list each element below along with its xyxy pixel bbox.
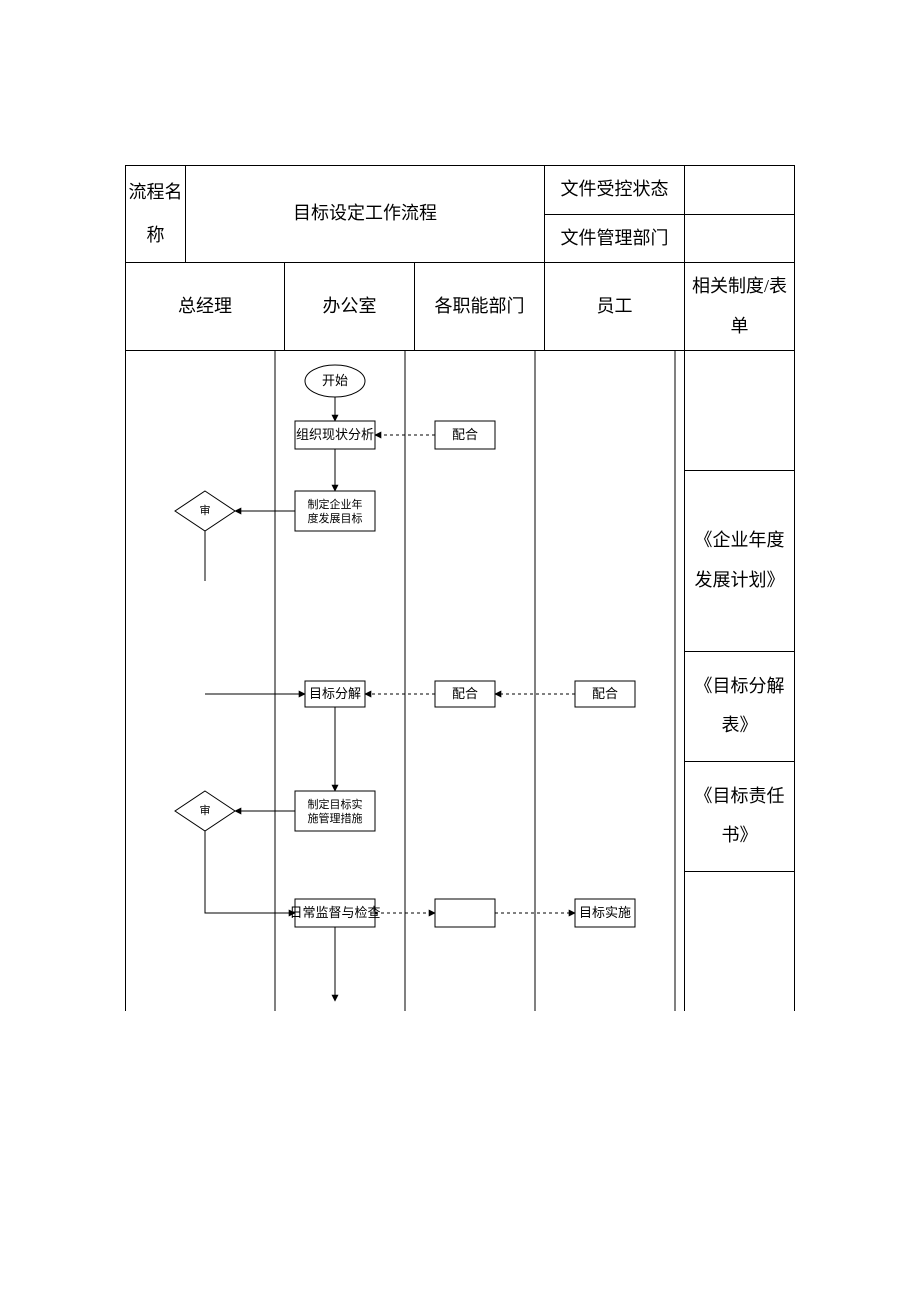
header-title-cell: 目标设定工作流程 (186, 166, 545, 263)
side-r4: 《目标责任书》 (685, 761, 795, 871)
svg-text:目标实施: 目标实施 (579, 905, 631, 920)
layout-table: 流程名称 目标设定工作流程 文件受控状态 文件管理部门 总经理 办公室 各职能部… (125, 165, 795, 1011)
svg-text:度发展目标: 度发展目标 (308, 511, 363, 525)
svg-text:配合: 配合 (452, 427, 478, 442)
flow-row: 开始组织现状分析配合制定企业年度发展目标审目标分解配合配合制定目标实施管理措施审… (126, 351, 795, 471)
page: 流程名称 目标设定工作流程 文件受控状态 文件管理部门 总经理 办公室 各职能部… (125, 165, 795, 1011)
svg-text:审: 审 (200, 803, 211, 817)
svg-text:目标分解: 目标分解 (309, 686, 361, 701)
flow-area: 开始组织现状分析配合制定企业年度发展目标审目标分解配合配合制定目标实施管理措施审… (126, 351, 684, 1011)
svg-text:组织现状分析: 组织现状分析 (296, 427, 374, 442)
lane-col4: 员工 (545, 263, 685, 351)
lane-col5: 相关制度/表单 (685, 263, 795, 351)
svg-text:制定企业年: 制定企业年 (308, 497, 363, 511)
lane-col1: 总经理 (126, 263, 285, 351)
side-r1 (685, 351, 795, 471)
svg-text:开始: 开始 (322, 373, 348, 388)
header-right1-value (685, 166, 795, 215)
flow-cell: 开始组织现状分析配合制定企业年度发展目标审目标分解配合配合制定目标实施管理措施审… (126, 351, 685, 1012)
lane-col2: 办公室 (285, 263, 415, 351)
lane-col3: 各职能部门 (415, 263, 545, 351)
lane-header-row: 总经理 办公室 各职能部门 员工 相关制度/表单 (126, 263, 795, 351)
svg-text:审: 审 (200, 503, 211, 517)
header-right2-value (685, 214, 795, 263)
side-r3: 《目标分解表》 (685, 651, 795, 761)
svg-text:配合: 配合 (452, 686, 478, 701)
svg-text:配合: 配合 (592, 686, 618, 701)
header-right1-label: 文件受控状态 (545, 166, 685, 215)
svg-text:施管理措施: 施管理措施 (308, 811, 363, 825)
row-label-text: 流程名称 (128, 171, 183, 257)
header-right2-label: 文件管理部门 (545, 214, 685, 263)
header-row-label: 流程名称 (126, 166, 186, 263)
svg-text:制定目标实: 制定目标实 (308, 797, 363, 811)
svg-text:日常监督与检查: 日常监督与检查 (289, 905, 380, 920)
flowchart-svg: 开始组织现状分析配合制定企业年度发展目标审目标分解配合配合制定目标实施管理措施审… (126, 351, 684, 1011)
header-title: 目标设定工作流程 (293, 203, 437, 223)
header-row-1: 流程名称 目标设定工作流程 文件受控状态 (126, 166, 795, 215)
side-r5 (685, 871, 795, 1011)
side-r2: 《企业年度发展计划》 (685, 471, 795, 651)
